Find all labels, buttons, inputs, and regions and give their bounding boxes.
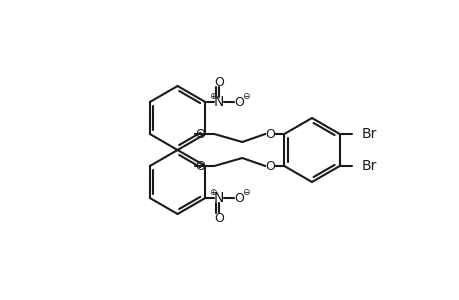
Text: ⊖: ⊖	[242, 92, 250, 100]
Text: O: O	[195, 160, 205, 172]
Text: O: O	[195, 128, 205, 140]
Text: O: O	[265, 128, 274, 140]
Text: ⊕: ⊕	[209, 188, 217, 196]
Text: ⊖: ⊖	[242, 188, 250, 196]
Text: O: O	[214, 76, 224, 88]
Text: ⊕: ⊕	[209, 92, 217, 100]
Text: Br: Br	[361, 159, 376, 173]
Text: O: O	[214, 212, 224, 224]
Text: O: O	[265, 160, 274, 172]
Text: N: N	[213, 191, 224, 205]
Text: O: O	[234, 191, 244, 205]
Text: N: N	[213, 95, 224, 109]
Text: O: O	[234, 95, 244, 109]
Text: Br: Br	[361, 127, 376, 141]
